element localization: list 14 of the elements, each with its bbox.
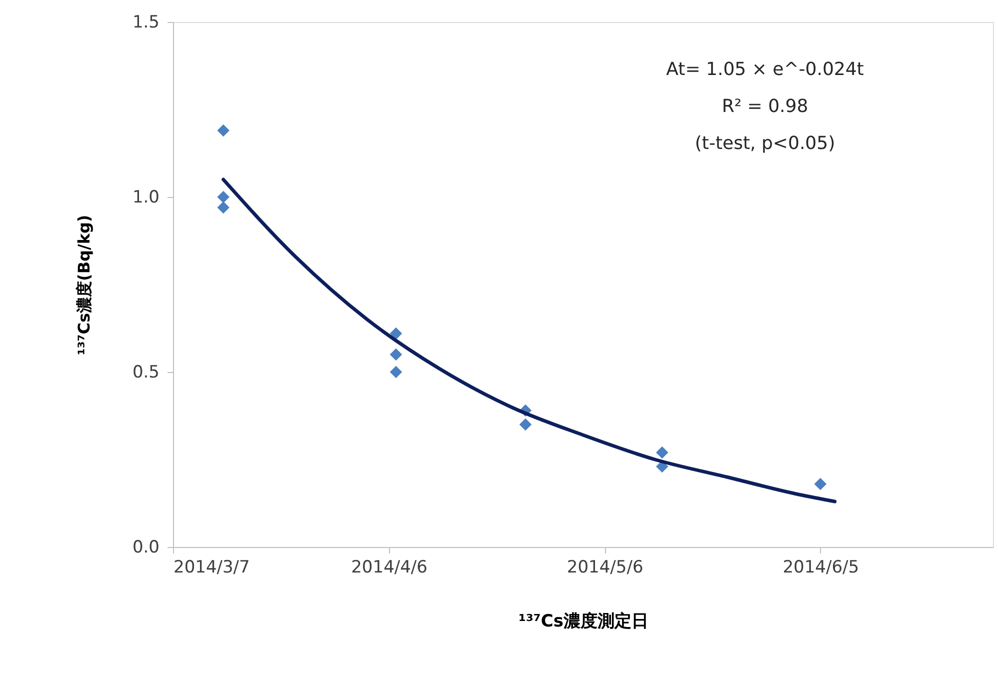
annotation: (t-test, p<0.05) [694,133,836,154]
y-tick-label: 0.0 [132,538,160,558]
y-tick-label: 1.5 [132,12,160,32]
line-series [222,178,837,504]
x-axis-title: ¹³⁷Cs濃度測定日 [518,612,648,632]
y-tick-label: 1.0 [132,188,160,208]
x-tick-label: 2014/6/5 [782,558,860,578]
y-axis-title: ¹³⁷Cs濃度(Bq/kg) [74,214,94,356]
annotation: At= 1.05 × e^-0.024t [666,59,864,80]
x-tick-label: 2014/5/6 [566,558,644,578]
y-tick-label: 0.5 [132,362,160,382]
x-tick-label: 2014/4/6 [351,558,428,578]
x-tick-label: 2014/3/7 [174,558,250,578]
annotation: R² = 0.98 [722,96,808,117]
